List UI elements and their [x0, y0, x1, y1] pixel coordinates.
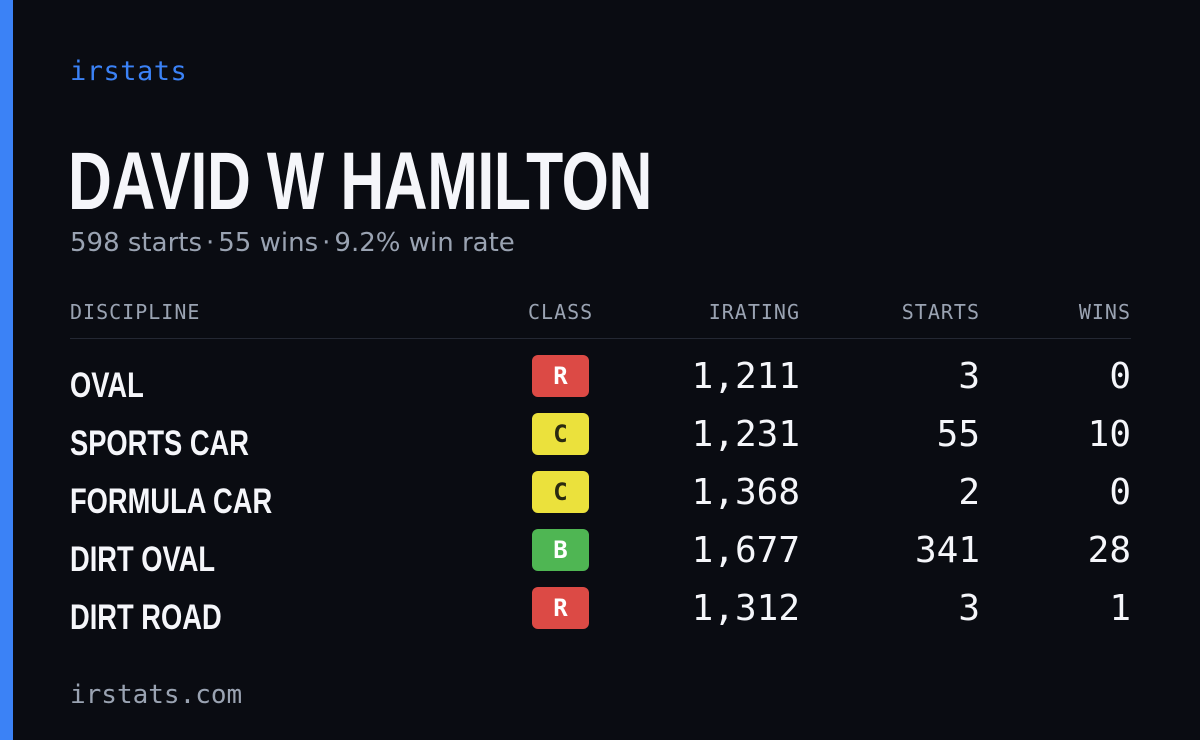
driver-summary: 598 starts · 55 wins · 9.2% win rate	[70, 228, 515, 258]
summary-separator: ·	[322, 228, 331, 258]
header-irating: IRATING	[708, 300, 800, 324]
row-starts: 55	[936, 414, 980, 455]
row-discipline: OVAL	[70, 366, 144, 405]
summary-win-rate: 9.2% win rate	[334, 228, 515, 258]
row-discipline: DIRT OVAL	[70, 540, 216, 579]
header-class: CLASS	[528, 300, 594, 324]
row-wins: 0	[1109, 472, 1131, 513]
row-irating: 1,368	[691, 472, 800, 513]
row-discipline: DIRT ROAD	[70, 598, 222, 637]
accent-bar	[0, 0, 13, 740]
table-row: SPORTS CAR C 1,231 55 10	[70, 412, 1131, 470]
class-badge: B	[532, 529, 589, 571]
driver-name: DAVID W HAMILTON	[68, 136, 652, 227]
row-wins: 1	[1109, 588, 1131, 629]
row-discipline: SPORTS CAR	[70, 424, 249, 463]
summary-starts: 598 starts	[70, 228, 202, 258]
table-body: OVAL R 1,211 3 0 SPORTS CAR C 1,231 55 1…	[70, 339, 1131, 644]
class-badge: C	[532, 471, 589, 513]
footer-url[interactable]: irstats.com	[70, 680, 243, 710]
header-wins: WINS	[1078, 300, 1131, 324]
row-starts: 341	[914, 530, 980, 571]
row-wins: 28	[1087, 530, 1131, 571]
table-header: DISCIPLINE CLASS IRATING STARTS WINS	[70, 296, 1131, 339]
summary-wins: 55 wins	[218, 228, 319, 258]
row-discipline: FORMULA CAR	[70, 482, 273, 521]
table-row: DIRT ROAD R 1,312 3 1	[70, 586, 1131, 644]
row-wins: 10	[1087, 414, 1131, 455]
row-starts: 3	[958, 356, 980, 397]
row-irating: 1,211	[691, 356, 800, 397]
row-irating: 1,231	[691, 414, 800, 455]
row-starts: 2	[958, 472, 980, 513]
header-discipline: DISCIPLINE	[70, 300, 201, 324]
discipline-table: DISCIPLINE CLASS IRATING STARTS WINS OVA…	[70, 296, 1131, 644]
row-irating: 1,677	[691, 530, 800, 571]
table-row: OVAL R 1,211 3 0	[70, 354, 1131, 412]
class-badge: R	[532, 587, 589, 629]
table-row: DIRT OVAL B 1,677 341 28	[70, 528, 1131, 586]
summary-separator: ·	[206, 228, 215, 258]
brand-logo[interactable]: irstats	[70, 56, 188, 87]
row-starts: 3	[958, 588, 980, 629]
row-irating: 1,312	[691, 588, 800, 629]
row-wins: 0	[1109, 356, 1131, 397]
class-badge: R	[532, 355, 589, 397]
class-badge: C	[532, 413, 589, 455]
table-row: FORMULA CAR C 1,368 2 0	[70, 470, 1131, 528]
header-starts: STARTS	[901, 300, 980, 324]
